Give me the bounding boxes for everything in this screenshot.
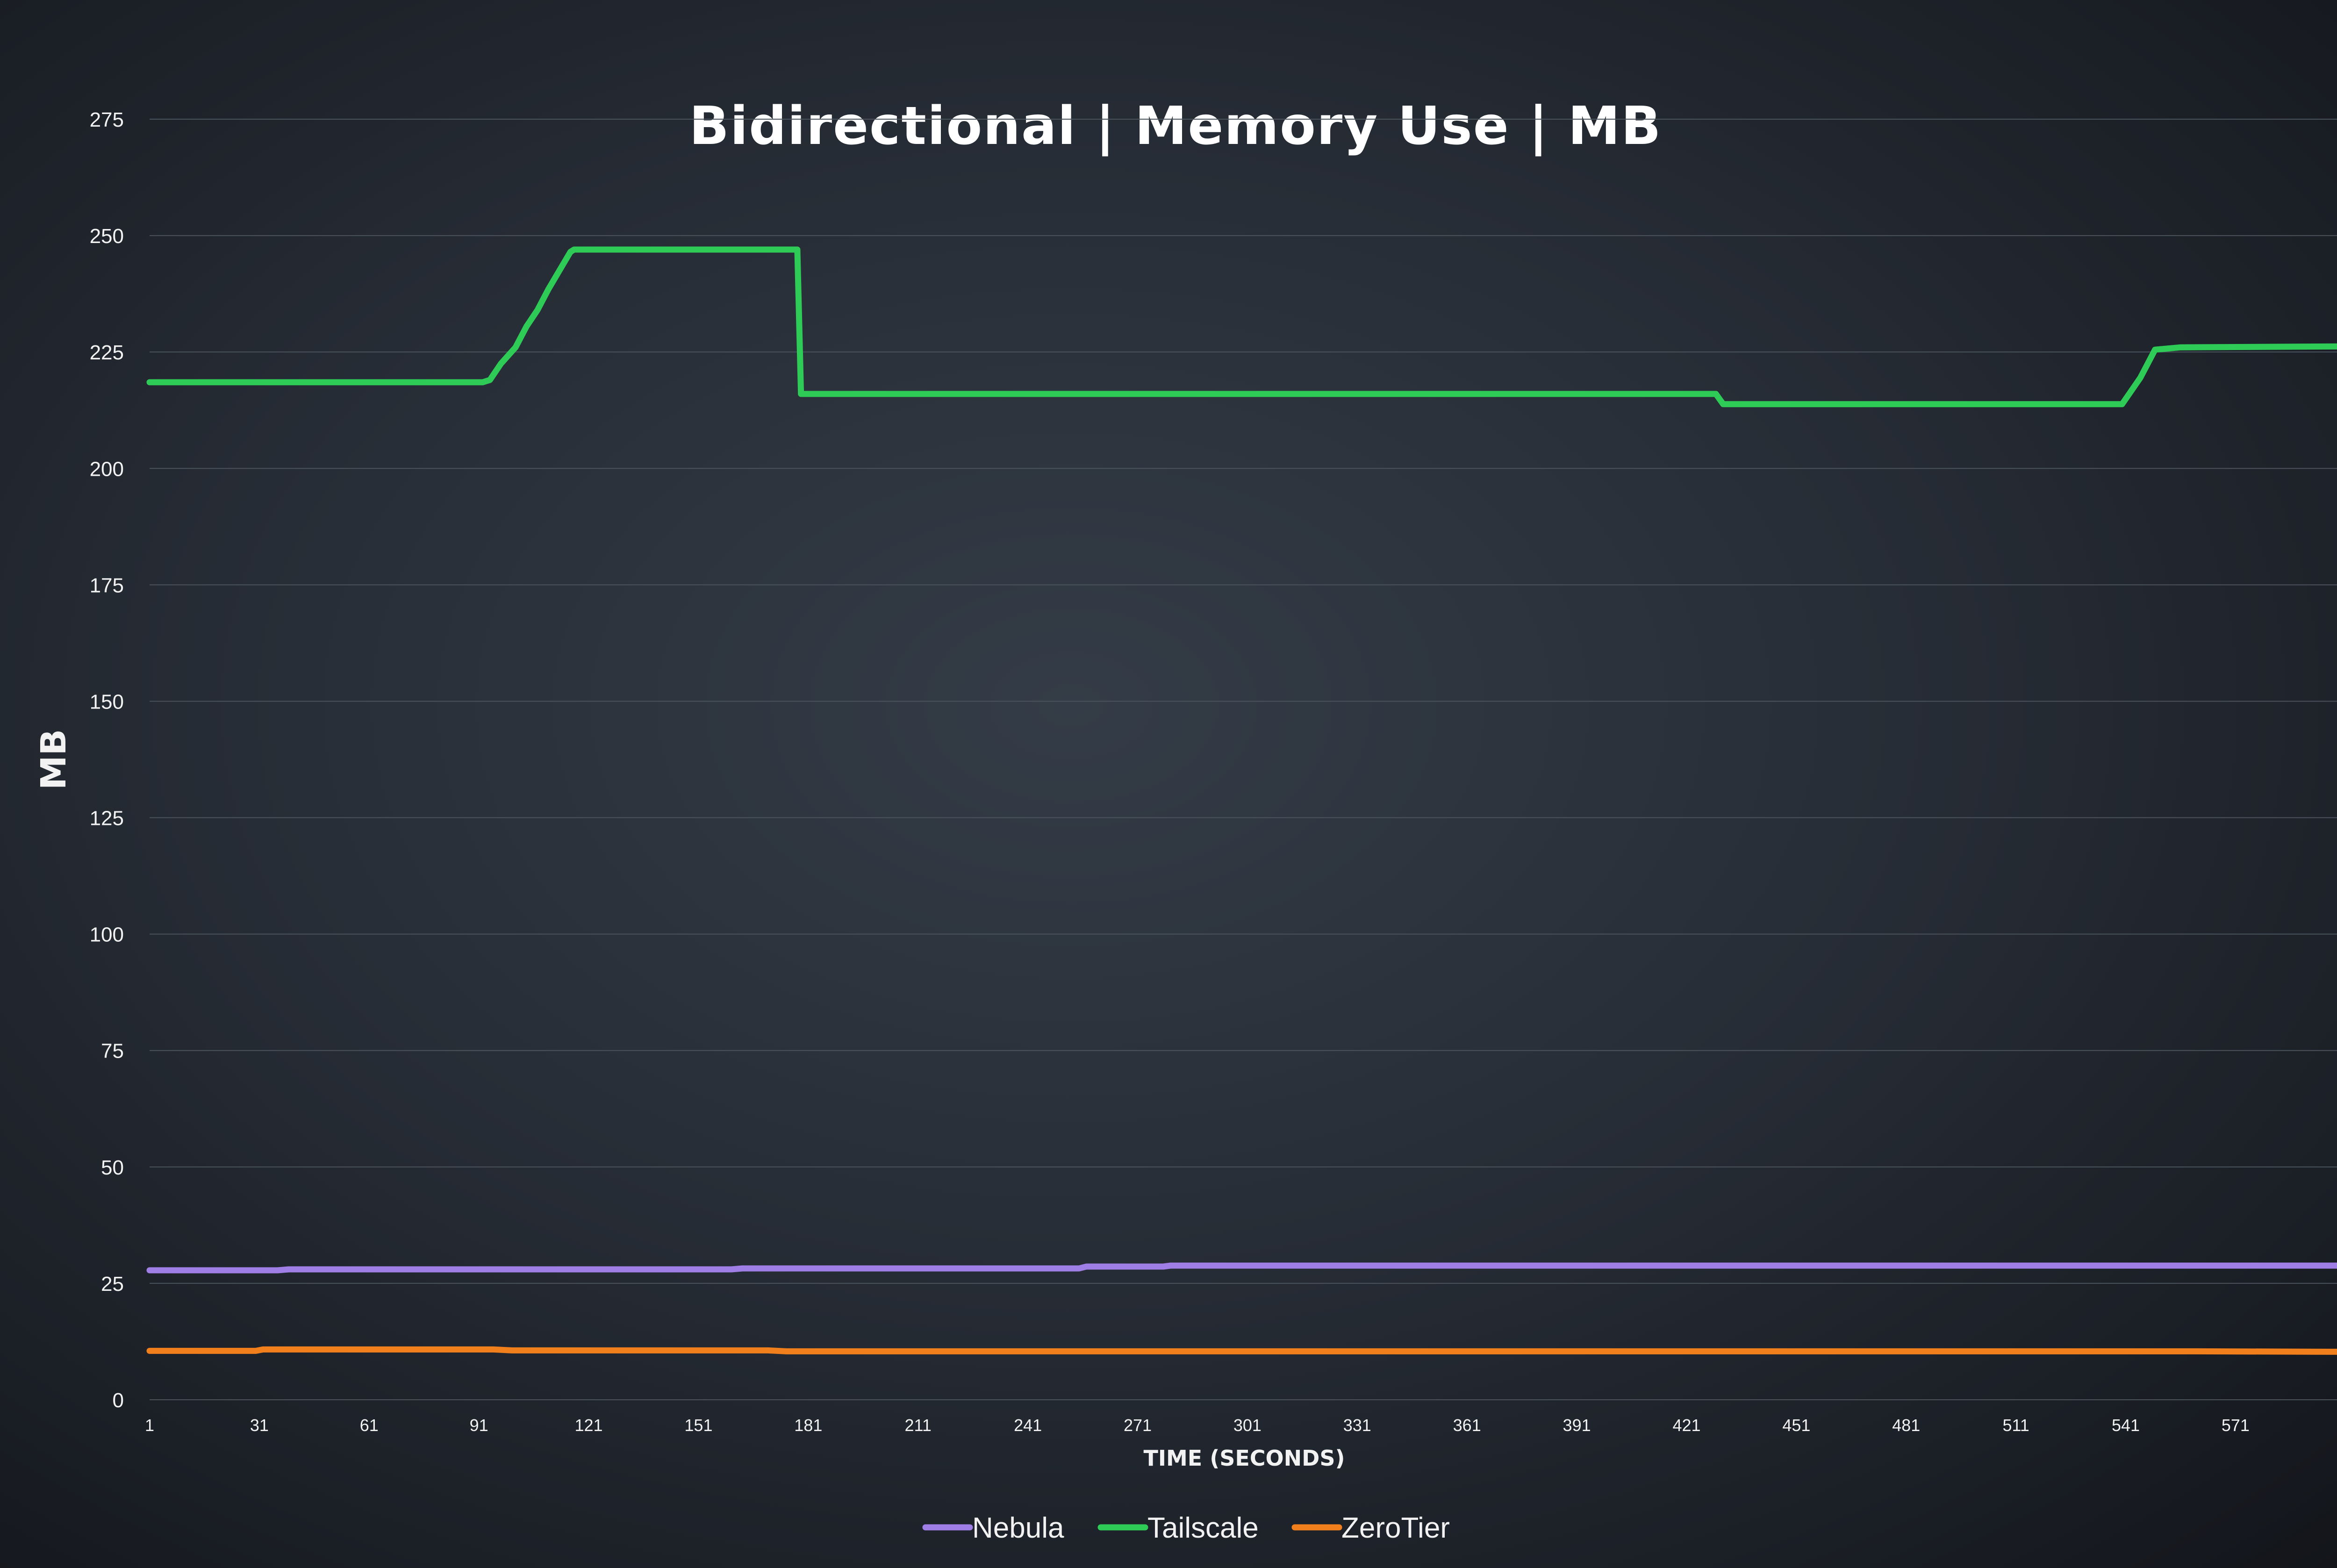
x-tick-label: 91 (470, 1416, 488, 1435)
x-tick-label: 271 (1124, 1416, 1152, 1435)
y-axis-ticks: 0 25 50 75 100 125 150 175 200 225 250 275 (90, 108, 124, 1412)
x-tick-label: 241 (1014, 1416, 1042, 1435)
x-tick-label: 121 (575, 1416, 603, 1435)
legend-label-zerotier: ZeroTier (1341, 1512, 1450, 1544)
x-tick-label: 31 (250, 1416, 269, 1435)
x-tick-label: 541 (2112, 1416, 2140, 1435)
y-tick-label: 225 (90, 341, 124, 364)
series-line-nebula (146, 1262, 2337, 1274)
series-lines (146, 246, 2337, 1355)
y-tick-label: 150 (90, 690, 124, 713)
x-tick-label: 1 (145, 1416, 154, 1435)
series-line-zerotier (146, 1346, 2337, 1355)
legend-label-tailscale: Tailscale (1147, 1512, 1259, 1544)
y-axis-label: MB (34, 729, 74, 790)
x-tick-label: 391 (1563, 1416, 1591, 1435)
y-tick-label: 100 (90, 924, 124, 946)
x-tick-label: 421 (1672, 1416, 1700, 1435)
gridlines (150, 119, 2337, 1400)
x-tick-label: 301 (1233, 1416, 1262, 1435)
x-axis-label: TIME (SECONDS) (1144, 1446, 1345, 1471)
y-tick-label: 0 (113, 1389, 124, 1412)
chart-title: Bidirectional | Memory Use | MB (689, 96, 1662, 157)
y-tick-label: 125 (90, 807, 124, 830)
x-tick-label: 481 (1892, 1416, 1920, 1435)
x-axis-ticks: 1 31 61 91 121 151 181 211 241 271 301 331 361 391 421… (145, 1416, 2250, 1435)
legend: Nebula Tailscale ZeroTier (922, 1512, 1450, 1544)
x-tick-label: 61 (360, 1416, 379, 1435)
x-tick-label: 361 (1453, 1416, 1481, 1435)
x-tick-label: 451 (1782, 1416, 1810, 1435)
x-tick-label: 211 (905, 1416, 932, 1435)
y-tick-label: 50 (101, 1156, 124, 1179)
x-tick-label: 571 (2222, 1416, 2250, 1435)
y-tick-label: 250 (90, 225, 124, 248)
x-tick-label: 151 (684, 1416, 712, 1435)
y-tick-label: 25 (101, 1273, 124, 1296)
y-tick-label: 275 (90, 108, 124, 131)
x-tick-label: 181 (794, 1416, 822, 1435)
x-tick-label: 331 (1343, 1416, 1371, 1435)
y-tick-label: 175 (90, 574, 124, 597)
legend-label-nebula: Nebula (972, 1512, 1064, 1544)
series-line-tailscale (146, 246, 2337, 408)
y-tick-label: 75 (101, 1040, 124, 1063)
y-tick-label: 200 (90, 458, 124, 480)
x-tick-label: 511 (2002, 1416, 2029, 1435)
